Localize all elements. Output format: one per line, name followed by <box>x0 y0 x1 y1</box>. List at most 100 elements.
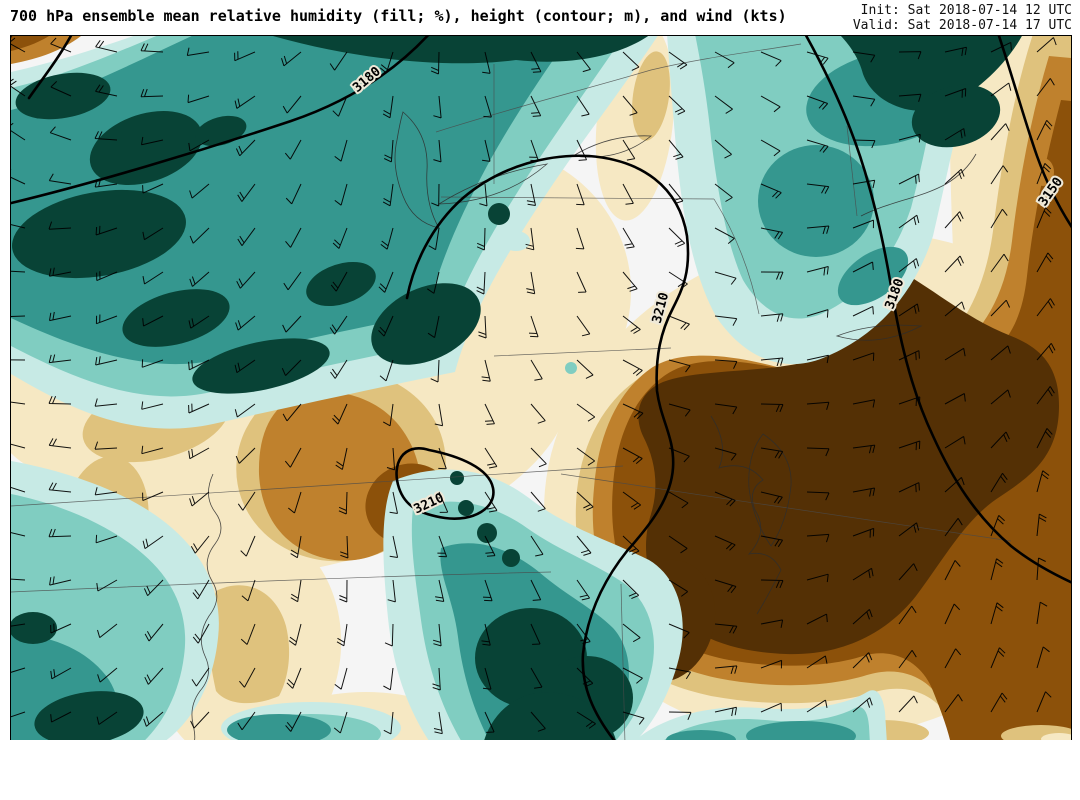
wind-barb <box>386 447 396 471</box>
wind-barb <box>1036 557 1046 581</box>
wind-barb <box>990 123 1010 141</box>
wind-barb <box>714 706 737 717</box>
wind-barb <box>852 609 873 625</box>
wind-barb <box>1036 163 1052 185</box>
wind-barb <box>714 359 738 369</box>
wind-barb <box>282 315 302 333</box>
wind-barb <box>1036 252 1054 273</box>
wind-barb <box>990 431 1010 449</box>
wind-barb <box>484 491 498 513</box>
footer: NCAR ensemble.ucar.edu 01020304050607080… <box>0 740 1080 800</box>
wind-barb <box>482 579 493 602</box>
wind-barb <box>530 623 541 645</box>
wind-barb <box>187 94 210 104</box>
wind-barb <box>806 655 828 669</box>
wind-barb <box>852 567 874 581</box>
wind-barb <box>11 36 26 53</box>
wind-barb <box>714 403 738 415</box>
wind-barb <box>576 95 590 117</box>
wind-barb <box>142 183 164 194</box>
wind-barb <box>529 139 539 162</box>
wind-barb <box>622 535 640 555</box>
wind-barb <box>433 711 443 735</box>
wind-barb <box>668 359 691 373</box>
wind-barb <box>379 51 394 74</box>
wind-barb <box>714 183 733 202</box>
wind-barb <box>576 667 594 688</box>
wind-barb <box>140 88 164 98</box>
wind-barb <box>1036 646 1050 669</box>
wind-barb <box>329 315 348 335</box>
wind-barb <box>188 447 210 460</box>
wind-barb <box>241 579 256 602</box>
wind-barb <box>482 51 491 74</box>
wind-barb <box>96 579 118 592</box>
run-times: Init: Sat 2018-07-14 12 UTC Valid: Sat 2… <box>853 3 1072 33</box>
wind-barb <box>714 95 733 114</box>
wind-barb <box>806 266 829 276</box>
wind-barb <box>287 491 302 514</box>
wind-barb <box>622 271 638 292</box>
wind-barb <box>1036 513 1047 537</box>
wind-barb <box>283 271 302 291</box>
wind-barb <box>714 535 736 551</box>
wind-barb <box>340 535 349 559</box>
wind-barb <box>944 128 966 141</box>
wind-barb <box>95 40 118 53</box>
wind-barb <box>434 403 444 427</box>
wind-barb <box>334 139 348 162</box>
wind-barb <box>944 168 965 185</box>
wind-barb <box>11 169 26 185</box>
wind-barb <box>428 227 440 251</box>
wind-barb <box>944 603 961 625</box>
wind-barb <box>484 535 496 557</box>
wind-barb <box>94 398 118 407</box>
wind-barb <box>990 253 1009 273</box>
wind-barb <box>332 95 348 117</box>
wind-barb <box>852 697 873 713</box>
wind-barb <box>284 447 302 468</box>
wind-barb <box>189 183 210 199</box>
wind-barb <box>11 532 26 537</box>
wind-barb <box>333 711 348 734</box>
wind-barb <box>990 515 1005 537</box>
wind-barb <box>898 133 921 143</box>
fill-ne-teal <box>502 36 1022 374</box>
wind-barb <box>95 534 118 544</box>
wind-barb <box>898 440 921 451</box>
wind-barb <box>438 447 447 470</box>
wind-barb <box>11 224 26 229</box>
wind-barb <box>530 667 543 689</box>
wind-barb <box>142 491 164 502</box>
wind-barb <box>990 41 1012 53</box>
wind-barb <box>48 528 72 538</box>
wind-barb <box>576 139 588 161</box>
wind-barb <box>1036 342 1056 361</box>
wind-barb <box>898 93 922 102</box>
wind-barb <box>430 51 440 75</box>
wind-barb <box>898 303 920 317</box>
wind-barb <box>714 665 738 675</box>
wind-barb <box>852 444 876 454</box>
wind-barb <box>330 271 348 292</box>
wind-barb <box>806 139 829 153</box>
wind-barb <box>622 579 640 600</box>
wind-barb <box>575 227 585 250</box>
wind-barb <box>806 613 828 625</box>
wind-barb <box>990 299 1011 317</box>
wind-barb <box>188 139 210 152</box>
wind-barb <box>142 271 164 285</box>
fill-corner-dry <box>11 36 81 64</box>
wind-barb <box>290 535 302 559</box>
wind-barb <box>95 225 118 236</box>
wind-barb <box>50 81 72 97</box>
wind-barb <box>622 139 636 161</box>
wind-barb <box>285 227 302 248</box>
wind-barb <box>622 359 643 376</box>
wind-barb <box>94 487 118 496</box>
wind-barb <box>898 650 917 669</box>
wind-barb <box>141 136 164 146</box>
wind-barb <box>622 315 641 334</box>
wind-barb <box>525 227 535 251</box>
wind-barb <box>668 667 692 680</box>
